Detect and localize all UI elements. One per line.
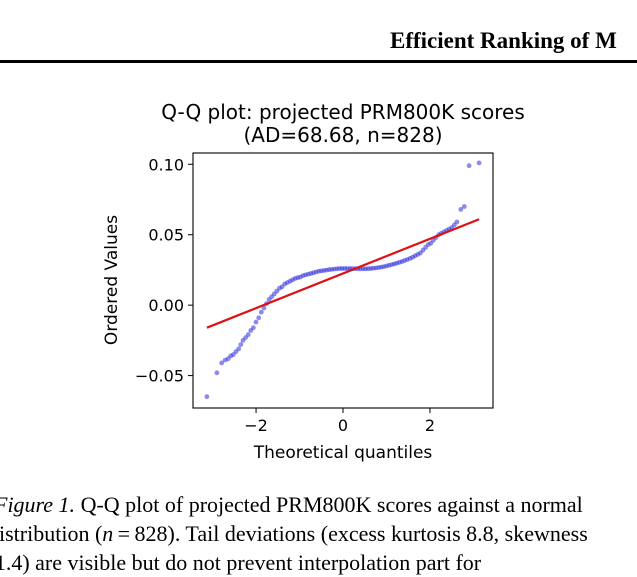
data-point (245, 332, 251, 338)
data-point (214, 370, 220, 376)
caption-line-1: Figure 1. Q-Q plot of projected PRM800K … (0, 490, 637, 519)
caption-label: Figure 1. (0, 492, 76, 517)
plot-area: −2 0 2 −0.05 0.00 0.05 0.10 (135, 152, 494, 435)
data-point (204, 394, 210, 400)
caption-line2-b: ). Tail deviations (excess kurtosis 8.8,… (167, 521, 588, 546)
qq-plot-chart: Q-Q plot: projected PRM800K scores (AD=6… (102, 100, 525, 463)
data-point (236, 346, 242, 352)
chart-title-line1: Q-Q plot: projected PRM800K scores (161, 100, 525, 124)
y-tick-label: 0.05 (148, 226, 184, 245)
running-header-title: Efficient Ranking of M (390, 28, 617, 53)
figure-caption: Figure 1. Q-Q plot of projected PRM800K … (0, 490, 637, 577)
header-rule (0, 60, 637, 63)
x-tick-label: 2 (425, 416, 435, 435)
data-point (238, 342, 244, 347)
caption-line-2: distribution (n = 828). Tail deviations … (0, 519, 637, 548)
y-tick-label: −0.05 (135, 367, 184, 386)
caption-line2-eq: = 828 (113, 521, 168, 546)
axes-frame (192, 152, 494, 409)
y-tick-label: 0.10 (148, 155, 184, 174)
data-point (219, 360, 225, 366)
fit-line (206, 218, 480, 329)
data-point (454, 219, 460, 225)
caption-line2-a: distribution ( (0, 521, 103, 546)
caption-variable-n: n (102, 521, 114, 546)
data-point (458, 207, 464, 212)
data-point (256, 315, 262, 321)
x-tick-label: 0 (338, 416, 348, 435)
chart-title-line2: (AD=68.68, n=828) (243, 123, 442, 147)
x-axis-label: Theoretical quantiles (253, 443, 433, 463)
caption-line1-text: Q-Q plot of projected PRM800K scores aga… (75, 492, 583, 517)
caption-line-3: −−1.4) are visible but do not prevent in… (0, 550, 482, 575)
data-point (253, 319, 259, 325)
data-point (258, 309, 264, 315)
data-point (251, 325, 256, 331)
y-tick-label: 0.00 (148, 296, 184, 315)
data-point (461, 204, 467, 209)
x-tick-label: −2 (244, 416, 268, 435)
y-axis-label: Ordered Values (102, 215, 122, 345)
data-point (466, 163, 472, 169)
data-point (476, 160, 482, 166)
data-point (261, 305, 267, 311)
